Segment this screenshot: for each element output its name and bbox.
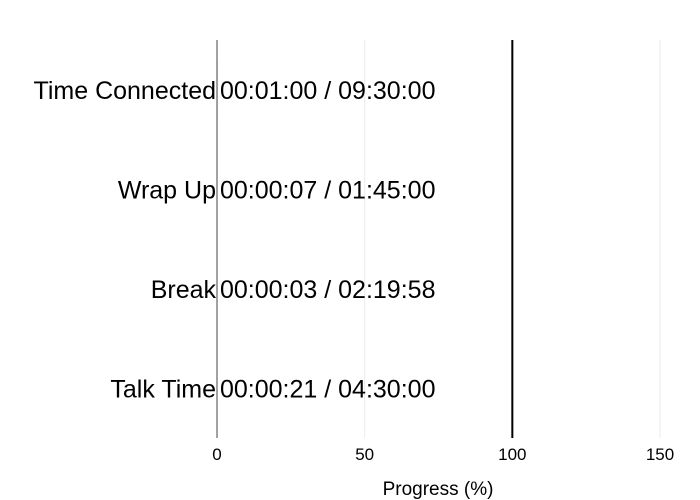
value-label: 00:00:07 / 01:45:00 [220, 176, 435, 204]
category-labels: Time Connected Wrap Up Break Talk Time [34, 77, 217, 404]
category-label: Wrap Up [118, 176, 216, 204]
category-label: Time Connected [34, 77, 217, 105]
x-tick-label: 50 [355, 445, 374, 464]
x-axis-title: Progress (%) [383, 479, 494, 500]
x-tick-labels: 0 50 100 150 [212, 445, 674, 464]
x-tick-label: 100 [498, 445, 526, 464]
value-label: 00:00:21 / 04:30:00 [220, 375, 435, 403]
value-label: 00:01:00 / 09:30:00 [220, 77, 435, 105]
value-label: 00:00:03 / 02:19:58 [220, 276, 435, 304]
category-label: Talk Time [110, 375, 216, 403]
x-tick-label: 0 [212, 445, 221, 464]
x-tick-label: 150 [646, 445, 674, 464]
value-labels: 00:01:00 / 09:30:00 00:00:07 / 01:45:00 00… [220, 77, 435, 404]
category-label: Break [151, 276, 217, 304]
